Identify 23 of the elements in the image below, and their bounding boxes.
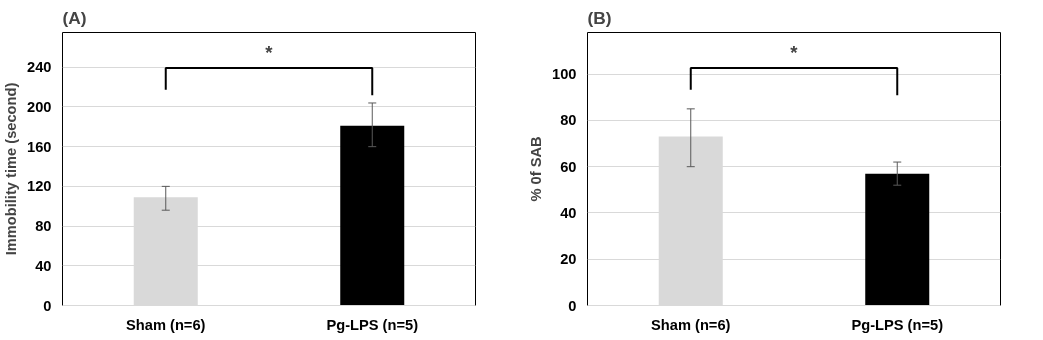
y-tick-label: 20 bbox=[560, 251, 577, 268]
y-tick-label: 240 bbox=[27, 59, 52, 76]
x-tick-label: Sham (n=6) bbox=[651, 316, 731, 333]
y-tick-label: 80 bbox=[35, 218, 52, 235]
y-tick-label: 60 bbox=[560, 158, 577, 175]
y-tick-label: 0 bbox=[43, 297, 52, 314]
y-tick-label: 40 bbox=[35, 257, 52, 274]
y-tick-label: 80 bbox=[560, 112, 577, 129]
y-axis-title: % 0f SAB bbox=[528, 136, 545, 202]
y-tick-label: 200 bbox=[27, 98, 52, 115]
chart-title: (B) bbox=[587, 7, 612, 28]
chart-title: (A) bbox=[62, 7, 87, 28]
x-tick-label: Pg-LPS (n=5) bbox=[326, 316, 419, 333]
x-tick-label: Sham (n=6) bbox=[126, 316, 206, 333]
y-tick-label: 100 bbox=[552, 66, 577, 83]
x-tick-label: Pg-LPS (n=5) bbox=[851, 316, 944, 333]
y-tick-label: 0 bbox=[568, 297, 577, 314]
y-tick-label: 160 bbox=[27, 138, 52, 155]
y-tick-label: 120 bbox=[27, 178, 52, 195]
annotation: * bbox=[790, 41, 799, 63]
annotation: * bbox=[265, 41, 274, 63]
y-axis-title: Immobility time (second) bbox=[3, 82, 20, 256]
y-tick-label: 40 bbox=[560, 204, 577, 221]
